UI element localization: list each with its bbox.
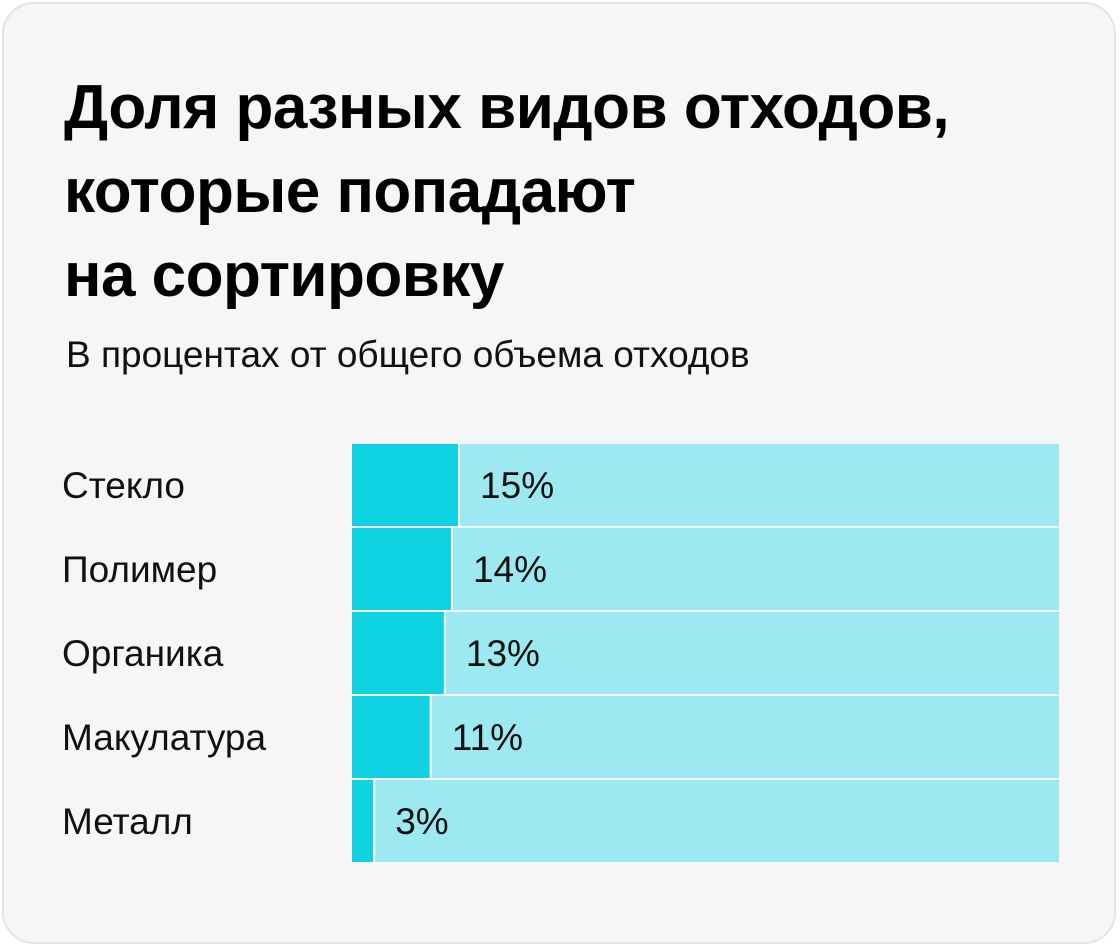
category-label: Полимер [62,549,217,590]
bar-remainder [352,696,1059,778]
bar-separator [443,612,446,694]
value-label: 15% [480,465,554,506]
value-label: 14% [473,549,547,590]
bar [352,444,459,526]
chart-subtitle: В процентах от общего объема отходов [66,334,750,375]
bar-separator [373,780,376,862]
bar [352,780,374,862]
bar-remainder [352,528,1059,610]
chart-title: Доля разных видов отходов, которые попад… [64,66,1064,318]
category-label: Органика [62,633,224,674]
bar [352,612,444,694]
value-label: 3% [395,801,448,842]
chart-title-line: Доля разных видов отходов, [64,73,950,142]
bar-separator [429,696,432,778]
category-label: Стекло [62,465,185,506]
bar-remainder [352,780,1059,862]
bar-separator [458,444,461,526]
bar-remainder [352,444,1059,526]
category-label: Металл [62,801,193,842]
bar-remainder [352,612,1059,694]
bar [352,696,430,778]
chart-title-line: которые попадают [64,157,636,226]
value-label: 11% [452,717,523,758]
chart-title-line: на сортировку [64,241,504,310]
value-label: 13% [466,633,540,674]
category-label: Макулатура [62,717,266,758]
bar-separator [450,528,453,610]
bar [352,528,451,610]
